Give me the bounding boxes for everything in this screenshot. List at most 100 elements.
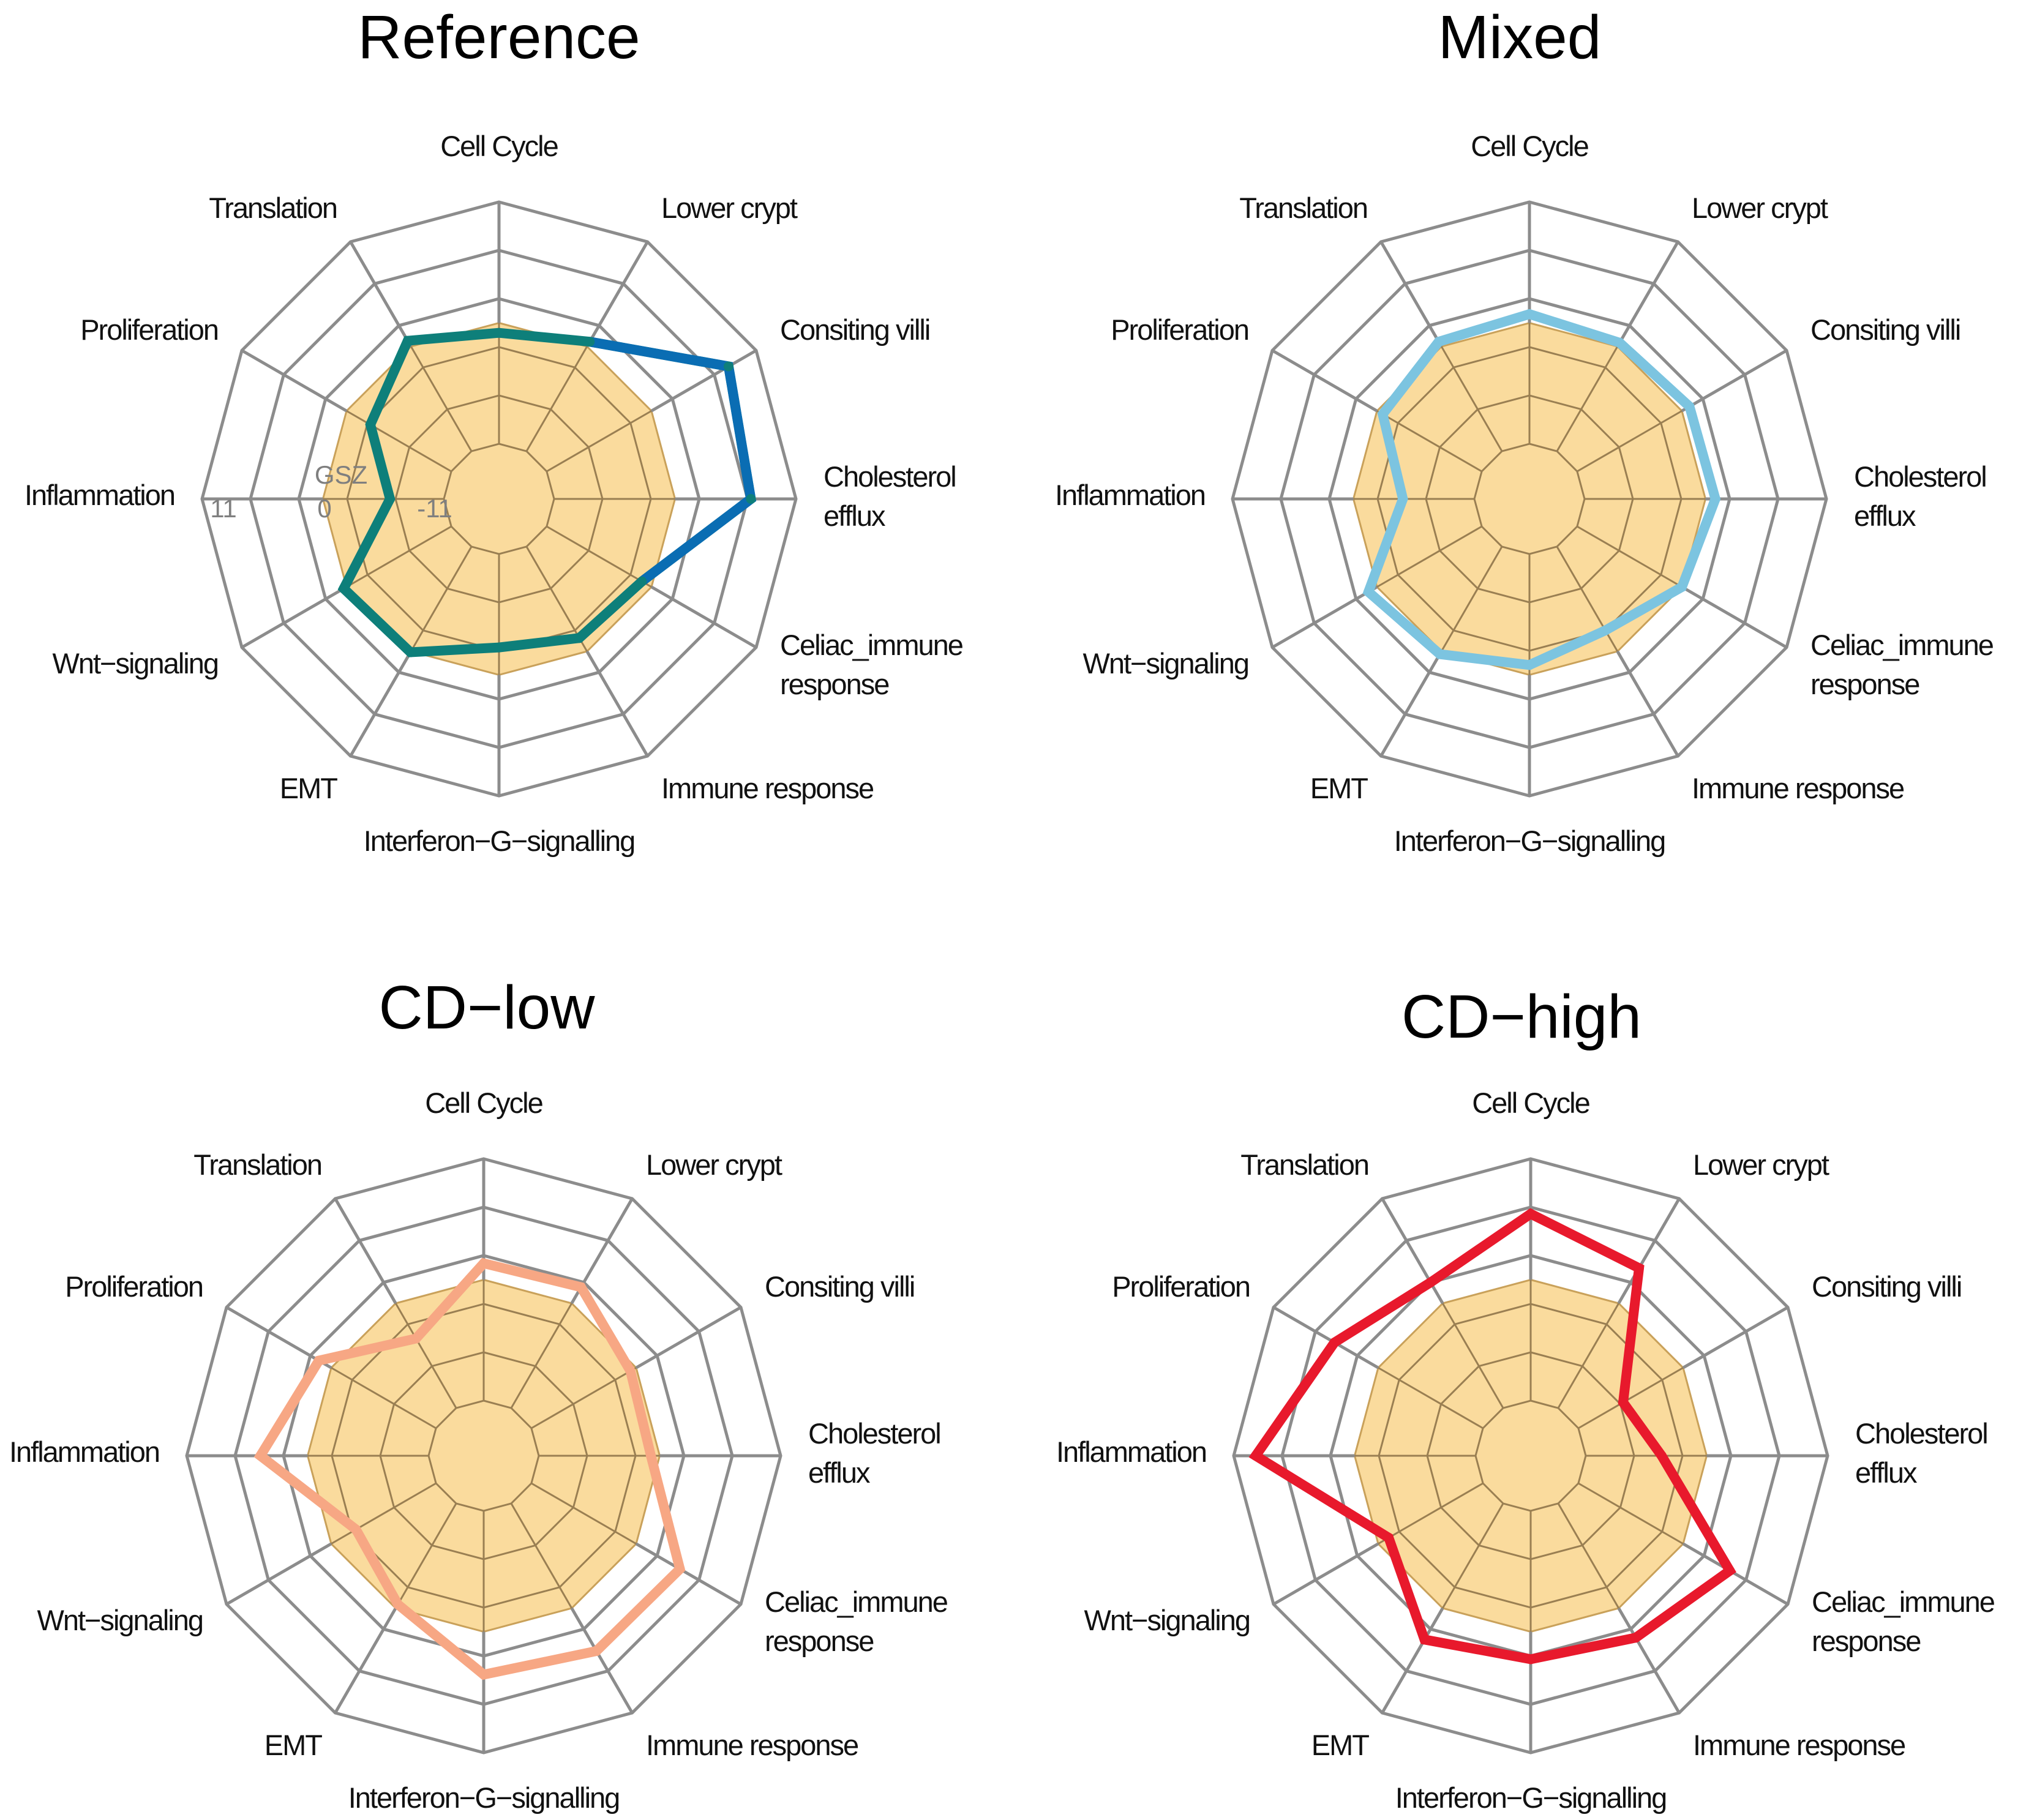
axis-label-inflammation: Inflammation: [1055, 479, 1205, 511]
data-point-inflammation: [1398, 494, 1408, 504]
grid-spoke: [1378, 1366, 1484, 1429]
data-point-proliferation: [365, 419, 375, 430]
axis-label-cholesterol-efflux: Cholesterol efflux: [824, 460, 956, 532]
grid-spoke: [1376, 525, 1482, 588]
grid-spoke: [1617, 1197, 1681, 1305]
axis-label-celiac-immune-response: Celiac_immune response: [780, 629, 963, 700]
axis-label-wnt-signaling: Wnt−signaling: [52, 647, 218, 680]
data-point-consiting-villi: [723, 361, 733, 372]
grid-spoke: [1381, 1197, 1444, 1305]
axis-label-emt: EMT: [1310, 772, 1368, 804]
axis-label-inflammation: Inflammation: [24, 479, 174, 511]
data-point-cell-cycle: [479, 1258, 489, 1268]
axis-label-emt: EMT: [265, 1729, 323, 1761]
grid-spoke: [1682, 1542, 1789, 1606]
scale-title: GSZ: [315, 460, 367, 489]
data-point-proliferation: [1378, 409, 1388, 419]
grid-spoke: [394, 1503, 457, 1609]
axis-label-cell-cycle: Cell Cycle: [1471, 130, 1588, 162]
axis-label-cholesterol-efflux: Cholesterol efflux: [1854, 460, 1986, 532]
grid-spoke: [1557, 1303, 1620, 1409]
axis-label-interferon-g-signalling: Interferon−G−signalling: [348, 1781, 620, 1814]
grid-spoke: [1272, 1306, 1379, 1369]
data-point-wnt-signaling: [1384, 1532, 1394, 1543]
axis-label-cell-cycle: Cell Cycle: [440, 130, 558, 162]
grid-spoke: [510, 1503, 573, 1609]
panel-cd-low: CD−low Cell Cycle Lower crypt Consiting vil…: [9, 973, 949, 1814]
data-point-wnt-signaling: [1364, 586, 1373, 597]
axis-label-immune-response: Immune response: [646, 1729, 858, 1761]
data-point-interferon-g-signalling: [1526, 1654, 1536, 1665]
grid-spoke: [346, 410, 452, 473]
grid-spoke: [1441, 1503, 1504, 1609]
data-point-celiac-immune-response: [675, 1564, 685, 1574]
axis-label-emt: EMT: [1311, 1729, 1370, 1761]
data-point-interferon-g-signalling: [1525, 660, 1534, 670]
grid-spoke: [346, 525, 452, 588]
data-point-wnt-signaling: [339, 583, 349, 594]
data-point-cholesterol-efflux: [1710, 494, 1720, 504]
panel-title: Mixed: [1438, 3, 1602, 72]
grid-spoke: [1556, 346, 1619, 452]
axis-label-inflammation: Inflammation: [9, 1436, 159, 1468]
data-point-consiting-villi: [1618, 1397, 1628, 1407]
data-point-consiting-villi: [625, 1366, 636, 1376]
grid-spoke: [546, 410, 652, 473]
grid-spoke: [1440, 346, 1503, 452]
grid-spoke: [241, 349, 348, 413]
grid-spoke: [570, 1607, 634, 1714]
axis-label-wnt-signaling: Wnt−signaling: [1082, 647, 1248, 680]
data-point-inflammation: [385, 494, 395, 504]
grid-spoke: [525, 346, 588, 452]
grid-spoke: [241, 585, 348, 649]
grid-spoke: [635, 1306, 742, 1369]
axis-label-lower-crypt: Lower crypt: [661, 192, 798, 224]
axis-label-cholesterol-efflux: Cholesterol efflux: [808, 1417, 940, 1489]
panel-mixed: Mixed Cell Cycle Lower crypt Consiting vill…: [1055, 3, 1995, 857]
panel-reference: Reference Cell Cycle Lower crypt Consiting …: [24, 3, 964, 857]
grid-spoke: [531, 1366, 637, 1429]
axis-label-proliferation: Proliferation: [1112, 1270, 1250, 1303]
axis-label-consiting-villi: Consiting villi: [1810, 313, 1960, 346]
data-point-translation: [411, 1333, 421, 1344]
axis-label-translation: Translation: [209, 192, 337, 224]
axis-label-translation: Translation: [193, 1148, 321, 1181]
grid-spoke: [585, 650, 649, 757]
axis-label-lower-crypt: Lower crypt: [1693, 1148, 1829, 1181]
panel-cd-high: CD−high Cell Cycle Lower crypt Consiting vi…: [1056, 983, 1996, 1814]
grid-spoke: [531, 1482, 637, 1545]
grid-spoke: [1271, 585, 1378, 649]
data-point-emt: [405, 647, 416, 657]
data-point-emt: [392, 1599, 403, 1609]
data-point-emt: [1419, 1635, 1430, 1645]
axis-label-lower-crypt: Lower crypt: [1692, 192, 1828, 224]
data-point-emt: [1435, 649, 1445, 659]
grid-spoke: [334, 1607, 397, 1714]
grid-spoke: [334, 1197, 397, 1305]
grid-spoke: [1271, 349, 1378, 413]
data-point-immune-response: [574, 633, 585, 643]
grid-spoke: [1378, 1482, 1484, 1545]
data-point-interferon-g-signalling: [479, 1669, 489, 1680]
series-accent-segment: [588, 337, 757, 586]
data-point-proliferation: [313, 1355, 324, 1366]
axis-label-immune-response: Immune response: [661, 772, 874, 804]
grid-spoke: [410, 346, 473, 452]
grid-spoke: [650, 585, 757, 649]
grid-spoke: [1379, 650, 1443, 757]
axis-label-cell-cycle: Cell Cycle: [1472, 1087, 1589, 1119]
grid-spoke: [225, 1542, 332, 1606]
grid-spoke: [331, 1482, 437, 1545]
data-point-inflammation: [1250, 1451, 1261, 1461]
data-point-cholesterol-efflux: [1656, 1451, 1667, 1461]
grid-spoke: [1681, 349, 1788, 413]
grid-spoke: [1381, 1607, 1444, 1714]
axis-label-proliferation: Proliferation: [1111, 313, 1248, 346]
grid-spoke: [1577, 525, 1683, 588]
grid-spoke: [1616, 241, 1679, 348]
grid-spoke: [585, 241, 649, 348]
data-point-lower-crypt: [576, 1282, 586, 1292]
grid-spoke: [1379, 241, 1443, 348]
axis-label-celiac-immune-response: Celiac_immune response: [765, 1586, 948, 1657]
data-point-proliferation: [1329, 1338, 1340, 1347]
